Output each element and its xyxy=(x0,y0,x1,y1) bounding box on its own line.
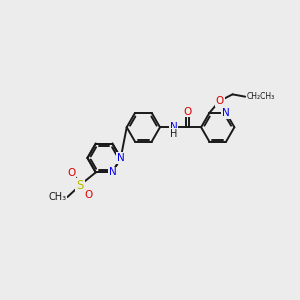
Text: N: N xyxy=(169,122,177,132)
Text: N: N xyxy=(117,153,124,163)
Text: O: O xyxy=(67,168,75,178)
Text: CH₂CH₃: CH₂CH₃ xyxy=(246,92,274,101)
Text: O: O xyxy=(84,190,92,200)
Text: S: S xyxy=(76,178,84,192)
Text: O: O xyxy=(216,96,224,106)
Text: N: N xyxy=(222,108,230,118)
Text: CH₃: CH₃ xyxy=(48,192,66,202)
Text: O: O xyxy=(184,106,192,116)
Text: H: H xyxy=(170,129,177,139)
Text: N: N xyxy=(109,167,116,177)
